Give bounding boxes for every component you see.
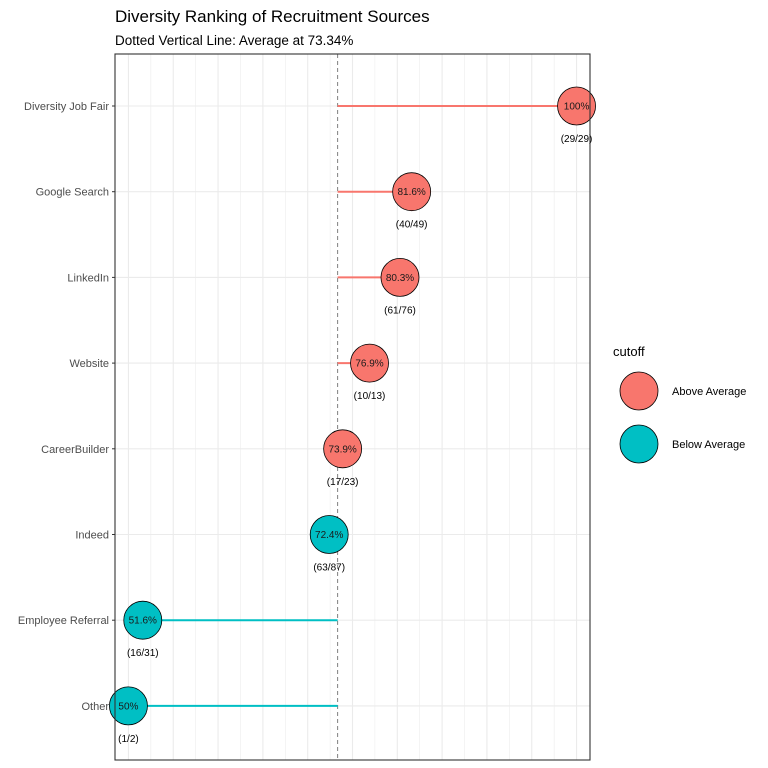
- y-tick-label: LinkedIn: [67, 272, 109, 284]
- data-point: [557, 86, 596, 126]
- y-tick-label: Other: [81, 701, 109, 713]
- legend: cutoff Above Average Below Average: [613, 344, 746, 464]
- data-point: [350, 343, 389, 383]
- data-point: [109, 686, 148, 726]
- count-label: (17/23): [327, 477, 359, 488]
- data-label: 80.3%: [386, 273, 414, 284]
- data-point: [380, 257, 420, 297]
- data-label: 76.9%: [355, 359, 383, 370]
- chart-subtitle: Dotted Vertical Line: Average at 73.34%: [115, 33, 353, 48]
- plot-panel: Diversity Job Fair Google Search LinkedIn W…: [18, 53, 596, 761]
- count-label: (10/13): [354, 391, 386, 402]
- y-tick-label: Employee Referral: [18, 615, 109, 627]
- data-point: [392, 172, 432, 212]
- count-label: (63/87): [313, 563, 345, 574]
- count-label: (61/76): [384, 305, 416, 316]
- data-label: 81.6%: [397, 187, 425, 198]
- y-tick-label: Diversity Job Fair: [24, 101, 109, 113]
- legend-key: [619, 371, 659, 411]
- chart-title: Diversity Ranking of Recruitment Sources: [115, 7, 430, 26]
- data-point: [309, 515, 349, 554]
- legend-label: Above Average: [672, 386, 746, 398]
- y-tick-label: Indeed: [75, 530, 109, 542]
- data-label: 100%: [564, 102, 590, 113]
- count-label: (29/29): [561, 134, 593, 145]
- data-label: 50%: [118, 701, 138, 712]
- legend-title: cutoff: [613, 344, 645, 359]
- data-label: 72.4%: [315, 530, 343, 541]
- y-tick-label: CareerBuilder: [41, 444, 109, 456]
- data-label: 73.9%: [328, 444, 356, 455]
- y-tick-label: Google Search: [36, 187, 109, 199]
- count-label: (40/49): [396, 220, 428, 231]
- legend-key: [619, 424, 659, 464]
- count-label: (16/31): [127, 648, 159, 659]
- data-label: 51.6%: [129, 616, 157, 627]
- data-point: [123, 600, 163, 640]
- y-tick-label: Website: [69, 358, 109, 370]
- legend-label: Below Average: [672, 439, 745, 451]
- count-label: (1/2): [118, 734, 139, 745]
- panel-border: [114, 53, 591, 761]
- data-point: [323, 429, 363, 469]
